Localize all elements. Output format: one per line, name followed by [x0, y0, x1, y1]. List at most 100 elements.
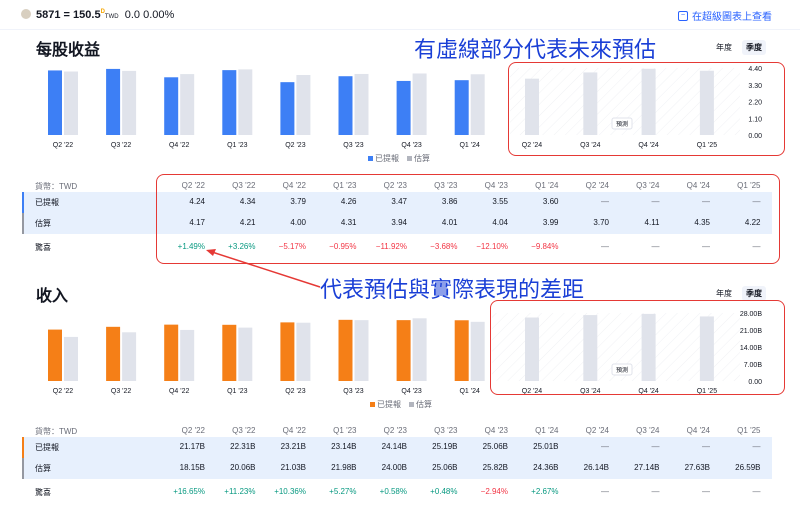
bar-reported[interactable]	[338, 319, 353, 381]
bar-estimate[interactable]	[296, 322, 311, 381]
bar-estimate[interactable]	[641, 68, 656, 135]
cell-reported: —	[702, 442, 710, 451]
column-header: Q2 '24	[585, 426, 609, 435]
bar-reported[interactable]	[396, 320, 411, 381]
forecast-highlight-box	[490, 300, 785, 395]
bar-estimate[interactable]	[525, 317, 539, 381]
toggle-quarterly[interactable]: 季度	[742, 286, 766, 301]
view-on-supercharts-link[interactable]: ~ 在超級圖表上查看	[678, 8, 772, 23]
bar-reported[interactable]	[164, 324, 179, 381]
bar-reported[interactable]	[222, 70, 237, 135]
bar-estimate[interactable]	[470, 74, 485, 135]
cell-surprise: +1.49%	[177, 242, 205, 251]
bar-reported[interactable]	[454, 80, 469, 135]
legend-estimate: 估算	[407, 153, 430, 164]
bar-estimate[interactable]	[64, 71, 78, 135]
currency: TWD	[104, 14, 119, 20]
bar-estimate[interactable]	[122, 70, 137, 135]
annotation-forecast: 有虛線部分代表未來預估	[414, 38, 657, 63]
bar-reported[interactable]	[396, 80, 411, 135]
bar-reported[interactable]	[280, 322, 295, 381]
cell-estimate: 27.63B	[684, 463, 710, 472]
bar-reported[interactable]	[48, 329, 62, 381]
cell-surprise: +5.27%	[329, 487, 357, 496]
symbol: 5871	[36, 9, 61, 21]
legend-reported: 已提報	[368, 153, 399, 164]
bar-reported[interactable]	[106, 68, 121, 135]
bar-reported[interactable]	[222, 324, 237, 381]
bar-estimate[interactable]	[470, 321, 485, 381]
change: 0.0	[124, 9, 141, 21]
x-tick-label: Q4 '24	[638, 388, 659, 395]
symbol-header: 5871 = 150.5DTWD 0.0 0.00% ~ 在超級圖表上查看	[0, 0, 800, 30]
cell-surprise: −12.10%	[476, 242, 508, 251]
column-header: Q3 '23	[434, 181, 458, 190]
bar-estimate[interactable]	[296, 75, 311, 135]
cell-estimate: 21.98B	[331, 463, 357, 472]
x-tick-label: Q2 '23	[285, 388, 306, 395]
cell-estimate: 4.21	[239, 218, 256, 227]
bar-estimate[interactable]	[180, 74, 195, 135]
bar-estimate[interactable]	[583, 72, 598, 135]
table-row-reported	[22, 192, 772, 213]
bar-estimate[interactable]	[641, 313, 656, 381]
bar-estimate[interactable]	[525, 78, 539, 135]
bar-reported[interactable]	[48, 70, 62, 135]
column-header: Q1 '25	[737, 426, 761, 435]
cell-estimate: 4.00	[290, 218, 306, 227]
cell-estimate: 26.14B	[583, 463, 609, 472]
column-header: Q3 '23	[434, 426, 458, 435]
cell-estimate: 4.31	[340, 218, 357, 227]
bar-estimate[interactable]	[180, 329, 195, 381]
cell-reported: —	[702, 197, 710, 206]
revenue-legend: 已提報 估算	[370, 399, 432, 410]
cell-surprise: +16.65%	[173, 487, 205, 496]
bar-estimate[interactable]	[238, 69, 253, 135]
x-tick-label: Q1 '25	[697, 142, 718, 149]
forecast-tooltip: 預測	[611, 363, 633, 376]
cell-estimate: 4.22	[744, 218, 761, 227]
cell-surprise: +0.48%	[430, 487, 458, 496]
y-tick-label: 2.20	[748, 100, 762, 107]
y-tick-label: 7.00B	[744, 362, 763, 369]
bar-estimate[interactable]	[354, 320, 369, 381]
cell-surprise: −0.95%	[329, 242, 357, 251]
price: 150.5	[73, 9, 101, 21]
cell-surprise: —	[752, 487, 761, 496]
bar-reported[interactable]	[164, 77, 179, 135]
revenue-title: 收入	[36, 288, 69, 305]
link-label: 在超級圖表上查看	[692, 12, 772, 23]
revenue-chart: 28.00B 21.00B 14.00B 7.00B 0.00 Q2 '22 Q3 '22 Q…	[48, 311, 763, 395]
bar-estimate[interactable]	[412, 73, 427, 135]
cell-estimate: 24.36B	[533, 463, 559, 472]
legend-estimate: 估算	[409, 399, 432, 410]
bar-estimate[interactable]	[412, 318, 427, 381]
bar-estimate[interactable]	[122, 332, 137, 381]
cell-estimate: 27.14B	[634, 463, 660, 472]
x-tick-label: Q1 '23	[227, 142, 248, 149]
cell-reported: 25.06B	[482, 442, 508, 451]
bar-reported[interactable]	[454, 320, 469, 381]
bar-estimate[interactable]	[354, 73, 369, 135]
bar-reported[interactable]	[280, 82, 295, 135]
cell-reported: 22.31B	[230, 442, 256, 451]
bar-estimate[interactable]	[64, 336, 78, 381]
toggle-annual[interactable]: 年度	[716, 43, 732, 52]
bar-estimate[interactable]	[699, 316, 714, 381]
bar-estimate[interactable]	[699, 70, 714, 135]
column-header: Q4 '23	[484, 181, 508, 190]
cell-reported: 3.86	[441, 197, 458, 206]
x-tick-label: Q4 '22	[169, 388, 190, 395]
cell-surprise: −3.68%	[430, 242, 458, 251]
cell-reported: 24.14B	[381, 442, 407, 451]
toggle-annual[interactable]: 年度	[716, 289, 732, 298]
bar-reported[interactable]	[106, 326, 121, 381]
y-tick-label: 0.00	[748, 133, 762, 140]
cell-reported: —	[601, 442, 609, 451]
bar-estimate[interactable]	[238, 327, 253, 381]
toggle-quarterly[interactable]: 季度	[742, 40, 766, 55]
x-tick-label: Q4 '23	[401, 142, 422, 149]
bar-reported[interactable]	[338, 76, 353, 135]
bar-estimate[interactable]	[583, 315, 598, 381]
